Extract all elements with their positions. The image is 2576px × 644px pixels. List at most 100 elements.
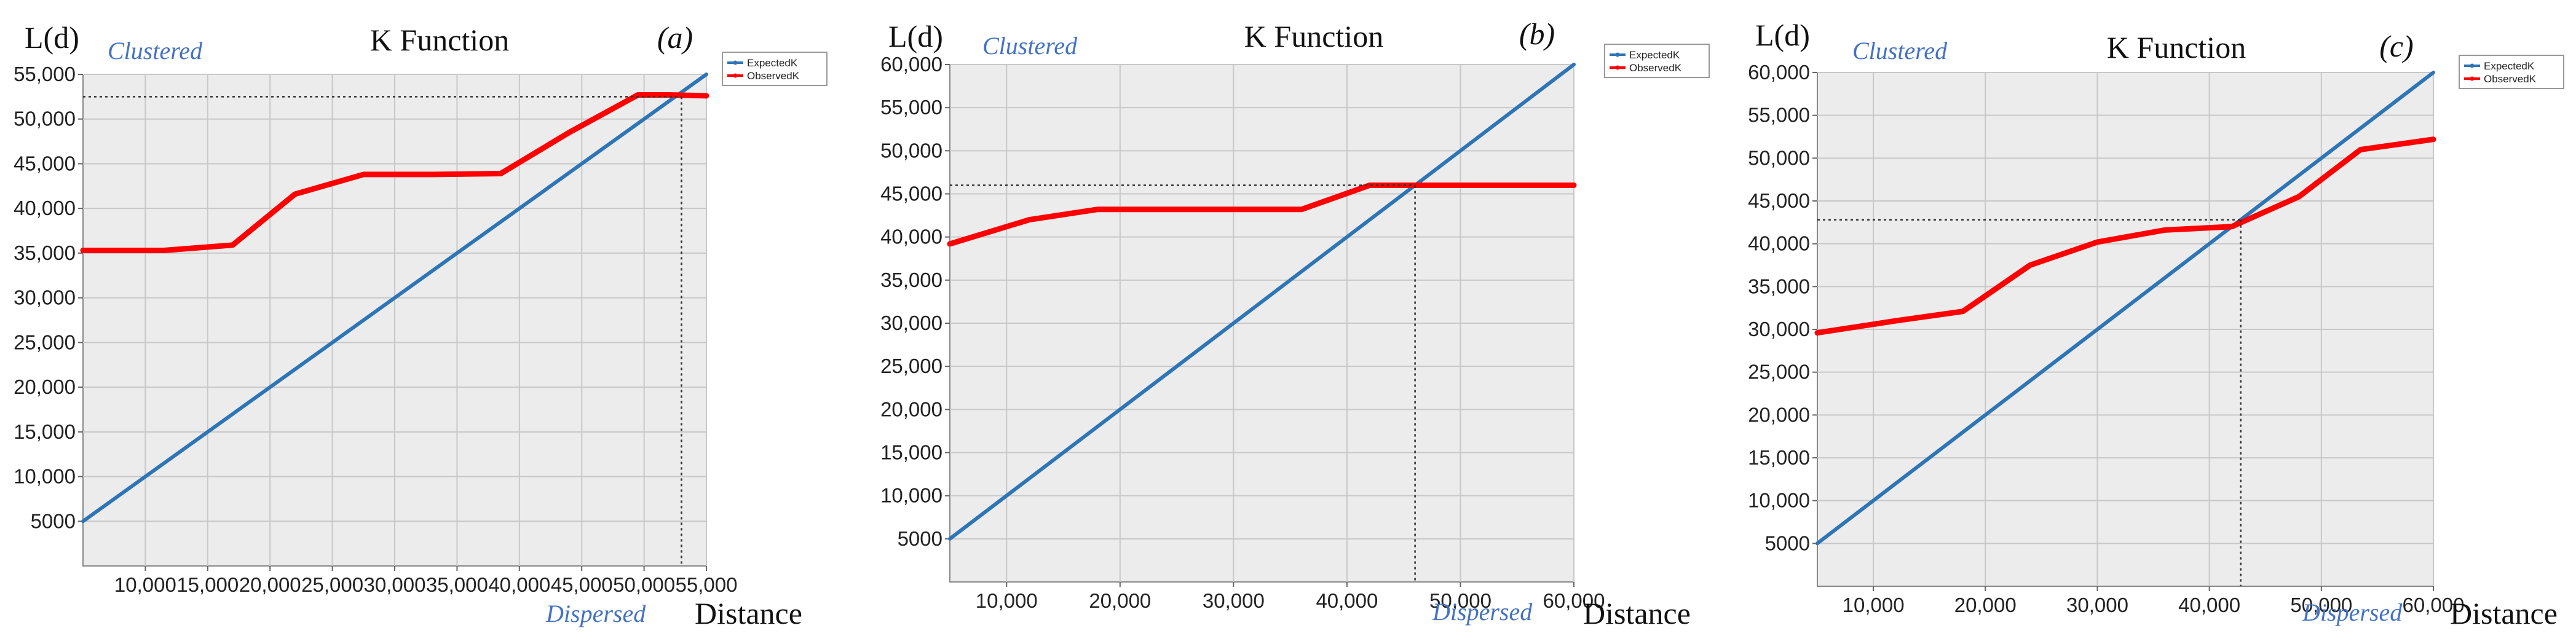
x-tick-label: 50,000 xyxy=(1429,589,1491,612)
x-tick-label: 60,000 xyxy=(1543,589,1605,612)
series-line-expectedk xyxy=(948,63,1576,541)
y-tick-label: 55,000 xyxy=(880,96,942,119)
x-axis-label: Distance xyxy=(2450,596,2558,630)
series-line-observedk xyxy=(947,183,1577,247)
series-line-expectedk xyxy=(81,73,708,524)
chart-panel-2: 5000 10,000 15,000 20,000 25,000 30,000 35,000… xyxy=(880,17,1710,630)
x-tick-label: 30,000 xyxy=(1203,589,1265,612)
x-tick-label: 25,000 xyxy=(301,573,363,596)
chart-title: K Function xyxy=(1244,19,1383,53)
x-tick-label: 10,000 xyxy=(1843,594,1905,616)
panel-label: (b) xyxy=(1519,17,1555,51)
y-tick-label: 35,000 xyxy=(880,269,942,291)
y-tick-label: 30,000 xyxy=(14,286,76,309)
y-tick-label: 10,000 xyxy=(14,465,76,488)
y-tick-label: 10,000 xyxy=(1748,489,1810,512)
x-tick-label: 55,000 xyxy=(676,573,738,596)
y-tick-label: 35,000 xyxy=(1748,275,1810,297)
legend-box xyxy=(2459,55,2564,89)
x-tick-label: 10,000 xyxy=(976,589,1038,612)
y-tick-label: 25,000 xyxy=(1748,361,1810,383)
y-axis-label: L(d) xyxy=(1755,18,1810,52)
legend-marker-expectedk xyxy=(1615,52,1620,57)
y-tick-label: 10,000 xyxy=(880,484,942,507)
x-tick-label: 30,000 xyxy=(2066,594,2128,616)
y-tick-label: 40,000 xyxy=(14,197,76,219)
annotation-dispersed: Dispersed xyxy=(2302,599,2403,626)
y-axis-label: L(d) xyxy=(888,19,943,53)
y-tick-label: 60,000 xyxy=(880,53,942,76)
y-tick-label: 30,000 xyxy=(880,312,942,334)
x-tick-label: 40,000 xyxy=(2178,594,2240,616)
legend-marker-observedk xyxy=(2470,76,2475,81)
x-tick-label: 35,000 xyxy=(426,573,488,596)
y-tick-label: 40,000 xyxy=(880,226,942,248)
x-tick-label: 20,000 xyxy=(1954,594,2017,616)
x-tick-label: 10,000 xyxy=(114,573,176,596)
y-tick-label: 20,000 xyxy=(880,398,942,420)
chart-panel-1: 500010,00015,00020,00025,00030,00035,000… xyxy=(14,20,828,630)
x-tick-label: 20,000 xyxy=(1089,589,1151,612)
x-tick-label: 30,000 xyxy=(364,573,426,596)
y-tick-label: 20,000 xyxy=(1748,403,1810,426)
chart-title: K Function xyxy=(2107,30,2246,65)
annotation-dispersed: Dispersed xyxy=(1432,598,1533,626)
y-tick-label: 45,000 xyxy=(880,183,942,205)
legend-marker-expectedk xyxy=(2470,63,2475,68)
legend-label-observedk: ObservedK xyxy=(747,70,800,82)
y-tick-label: 25,000 xyxy=(14,331,76,353)
x-tick-label: 50,000 xyxy=(613,573,675,596)
y-tick-label: 25,000 xyxy=(880,355,942,377)
legend-box xyxy=(1604,44,1710,78)
y-tick-label: 50,000 xyxy=(14,108,76,130)
annotation-clustered: Clustered xyxy=(108,37,203,65)
x-tick-label: 40,000 xyxy=(488,573,550,596)
y-tick-label: 20,000 xyxy=(14,375,76,398)
y-tick-label: 5000 xyxy=(1765,532,1810,554)
y-tick-label: 55,000 xyxy=(1748,104,1810,127)
y-tick-label: 50,000 xyxy=(1748,146,1810,169)
legend-label-observedk: ObservedK xyxy=(1629,62,1682,74)
x-axis-label: Distance xyxy=(695,596,802,630)
y-tick-label: 5000 xyxy=(898,527,942,550)
x-tick-label: 60,000 xyxy=(2403,594,2465,616)
series-line-observedk xyxy=(1814,136,2436,336)
y-tick-label: 35,000 xyxy=(14,242,76,264)
y-tick-label: 50,000 xyxy=(880,139,942,162)
x-tick-label: 15,000 xyxy=(176,573,239,596)
legend-marker-observedk xyxy=(1615,65,1620,70)
legend-label-observedk: ObservedK xyxy=(2484,73,2537,85)
chart-title: K Function xyxy=(370,23,509,57)
y-tick-label: 40,000 xyxy=(1748,232,1810,255)
x-tick-label: 45,000 xyxy=(551,573,613,596)
legend-marker-expectedk xyxy=(733,60,738,65)
y-tick-label: 15,000 xyxy=(1748,446,1810,469)
legend-label-expectedk: ExpectedK xyxy=(2484,60,2535,72)
legend-label-expectedk: ExpectedK xyxy=(1629,49,1680,61)
y-tick-label: 55,000 xyxy=(14,63,76,85)
series-line-observedk xyxy=(80,92,709,253)
y-tick-label: 5000 xyxy=(31,509,76,532)
x-tick-label: 20,000 xyxy=(239,573,301,596)
y-tick-label: 45,000 xyxy=(1748,189,1810,212)
x-tick-label: 40,000 xyxy=(1316,589,1378,612)
legend-label-expectedk: ExpectedK xyxy=(747,57,798,69)
y-axis-label: L(d) xyxy=(25,20,79,55)
annotation-clustered: Clustered xyxy=(982,32,1078,60)
panel-label: (a) xyxy=(657,20,693,55)
annotation-dispersed: Dispersed xyxy=(545,600,646,627)
x-axis-label: Distance xyxy=(1583,596,1691,630)
y-tick-label: 15,000 xyxy=(880,441,942,464)
chart-panel-3: 5000 10,000 15,000 20,000 25,000 30,000 35,000… xyxy=(1748,18,2564,630)
y-tick-label: 45,000 xyxy=(14,152,76,175)
legend-box xyxy=(722,52,828,86)
panel-label: (c) xyxy=(2379,29,2414,63)
y-tick-label: 30,000 xyxy=(1748,318,1810,340)
y-tick-label: 15,000 xyxy=(14,420,76,443)
y-tick-label: 60,000 xyxy=(1748,61,1810,84)
legend-marker-observedk xyxy=(733,73,738,78)
series-line-expectedk xyxy=(1815,71,2435,546)
